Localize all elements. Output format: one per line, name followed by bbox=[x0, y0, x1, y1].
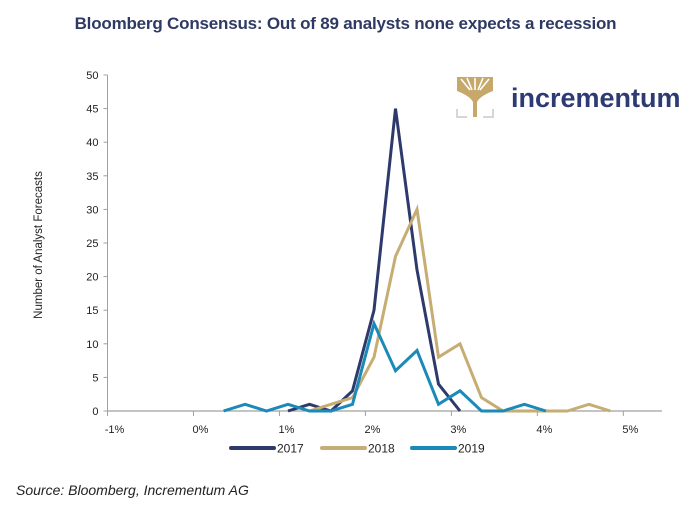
y-axis: 0 5 10 15 20 25 30 35 40 45 50 bbox=[86, 70, 108, 418]
y-tick-label: 35 bbox=[86, 171, 98, 183]
logo-text: incrementum bbox=[511, 83, 681, 113]
y-tick-label: 25 bbox=[86, 238, 98, 250]
x-tick-label: 3% bbox=[450, 424, 466, 436]
legend-item-2018: 2018 bbox=[320, 442, 395, 456]
x-tick-label: 0% bbox=[193, 424, 209, 436]
y-tick-label: 5 bbox=[92, 372, 98, 384]
series-line-2018 bbox=[309, 204, 611, 413]
x-tick-label: 1% bbox=[278, 424, 294, 436]
x-tick-label: 4% bbox=[536, 424, 552, 436]
x-tick-label: -1% bbox=[105, 424, 125, 436]
y-tick-label: 20 bbox=[86, 272, 98, 284]
y-tick-label: 40 bbox=[86, 137, 98, 149]
legend-label: 2019 bbox=[458, 442, 485, 456]
logo: incrementum bbox=[456, 77, 681, 118]
source-note: Source: Bloomberg, Incrementum AG bbox=[16, 482, 249, 498]
y-tick-label: 50 bbox=[86, 70, 98, 82]
legend-item-2019: 2019 bbox=[410, 442, 485, 456]
y-axis-label: Number of Analyst Forecasts bbox=[33, 171, 45, 319]
y-tick-label: 45 bbox=[86, 104, 98, 116]
x-tick-label: 2% bbox=[364, 424, 380, 436]
legend-item-2017: 2017 bbox=[229, 442, 304, 456]
chart-title: Bloomberg Consensus: Out of 89 analysts … bbox=[74, 14, 617, 33]
series-line-2017 bbox=[287, 108, 462, 413]
legend: 2017 2018 2019 bbox=[229, 442, 485, 456]
legend-label: 2018 bbox=[368, 442, 395, 456]
y-tick-label: 10 bbox=[86, 339, 98, 351]
legend-label: 2017 bbox=[277, 442, 304, 456]
y-tick-label: 30 bbox=[86, 204, 98, 216]
y-tick-label: 15 bbox=[86, 305, 98, 317]
tree-icon bbox=[456, 77, 494, 118]
y-tick-label: 0 bbox=[92, 406, 98, 418]
series-line-2019 bbox=[223, 319, 547, 413]
series-layer bbox=[223, 108, 611, 413]
x-axis: -1% 0% 1% 2% 3% 4% 5% bbox=[105, 410, 662, 436]
x-tick-label: 5% bbox=[622, 424, 638, 436]
